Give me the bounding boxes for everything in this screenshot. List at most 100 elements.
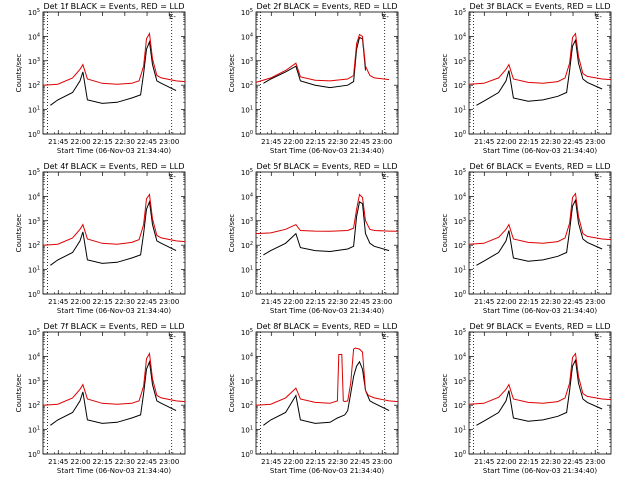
x-tick-label: 22:15 (306, 298, 326, 306)
y-tick-label: 101 (241, 426, 253, 435)
y-tick-label: 101 (241, 266, 253, 275)
series-lld (42, 193, 186, 246)
x-tick-label: 22:15 (519, 298, 539, 306)
plot-frame (255, 171, 399, 295)
x-tick-label: 22:30 (541, 458, 561, 466)
x-tick-label: 22:30 (115, 458, 135, 466)
corner-mark: E- (595, 173, 602, 181)
x-tick-label: 22:30 (541, 138, 561, 146)
y-axis-label: Counts/sec (228, 214, 236, 253)
y-tick-label: 100 (28, 450, 40, 459)
x-tick-label: 21:45 (261, 458, 281, 466)
y-tick-label: 105 (28, 328, 40, 337)
x-axis-label: Start Time (06-Nov-03 21:34:40) (270, 307, 384, 315)
corner-mark: E- (169, 13, 176, 21)
x-axis-label: Start Time (06-Nov-03 21:34:40) (270, 467, 384, 475)
panel-2: Det 2f BLACK = Events, RED = LLD E- 100 101… (228, 2, 399, 155)
y-tick-label: 102 (28, 401, 40, 410)
x-tick-label: 22:30 (328, 138, 348, 146)
y-axis-label: Counts/sec (15, 214, 23, 253)
corner-mark: E- (382, 333, 389, 341)
y-axis-label: Counts/sec (15, 54, 23, 93)
series-lld (42, 352, 186, 406)
y-axis-label: Counts/sec (228, 54, 236, 93)
x-axis-label: Start Time (06-Nov-03 21:34:40) (57, 307, 171, 315)
x-axis-label: Start Time (06-Nov-03 21:34:40) (57, 467, 171, 475)
x-tick-label: 22:00 (70, 298, 90, 306)
x-tick-label: 22:30 (115, 298, 135, 306)
y-tick-label: 105 (454, 328, 466, 337)
series-lld (42, 32, 186, 86)
x-tick-label: 22:45 (563, 458, 583, 466)
y-tick-label: 105 (28, 8, 40, 17)
y-tick-label: 103 (241, 377, 253, 386)
plot-frame (468, 331, 612, 455)
x-tick-label: 21:45 (48, 458, 68, 466)
x-tick-label: 22:15 (519, 138, 539, 146)
y-axis-label: Counts/sec (441, 214, 449, 253)
x-tick-label: 22:45 (563, 298, 583, 306)
y-tick-label: 104 (241, 352, 253, 361)
x-tick-label: 22:30 (328, 458, 348, 466)
panel-3: Det 3f BLACK = Events, RED = LLD E- 100 101… (441, 2, 612, 155)
x-tick-label: 22:15 (93, 458, 113, 466)
x-tick-label: 22:45 (350, 458, 370, 466)
y-tick-label: 104 (241, 32, 253, 41)
corner-mark: E- (382, 13, 389, 21)
x-tick-label: 21:45 (261, 138, 281, 146)
y-tick-label: 104 (28, 192, 40, 201)
x-tick-label: 22:15 (519, 458, 539, 466)
series-events (263, 200, 390, 256)
plot-frame (42, 331, 186, 455)
x-tick-label: 22:45 (563, 138, 583, 146)
y-axis-label: Counts/sec (441, 54, 449, 93)
y-tick-label: 104 (454, 192, 466, 201)
y-tick-label: 102 (28, 81, 40, 90)
corner-mark: E- (595, 333, 602, 341)
x-tick-label: 22:00 (283, 458, 303, 466)
y-tick-label: 103 (28, 377, 40, 386)
y-tick-label: 100 (28, 290, 40, 299)
x-tick-label: 22:15 (306, 138, 326, 146)
y-tick-label: 102 (454, 81, 466, 90)
x-tick-label: 22:00 (283, 138, 303, 146)
panel-7: Det 7f BLACK = Events, RED = LLD E- 100 101… (15, 322, 186, 475)
y-tick-label: 104 (454, 32, 466, 41)
x-tick-label: 22:00 (496, 298, 516, 306)
x-tick-label: 23:00 (159, 138, 179, 146)
x-tick-label: 22:00 (496, 458, 516, 466)
x-tick-label: 22:00 (70, 138, 90, 146)
x-tick-label: 23:00 (159, 298, 179, 306)
panel-title: Det 4f BLACK = Events, RED = LLD (43, 162, 184, 171)
x-tick-label: 22:30 (115, 138, 135, 146)
y-tick-label: 103 (454, 217, 466, 226)
x-tick-label: 22:45 (350, 138, 370, 146)
y-tick-label: 102 (241, 81, 253, 90)
panel-4: Det 4f BLACK = Events, RED = LLD E- 100 101… (15, 162, 186, 315)
x-tick-label: 23:00 (372, 458, 392, 466)
x-tick-label: 22:00 (496, 138, 516, 146)
series-events (476, 38, 603, 106)
y-tick-label: 103 (454, 377, 466, 386)
x-tick-label: 21:45 (261, 298, 281, 306)
panel-5: Det 5f BLACK = Events, RED = LLD E- 100 101… (228, 162, 399, 315)
x-tick-label: 22:15 (306, 458, 326, 466)
corner-mark: E- (382, 173, 389, 181)
x-tick-label: 22:00 (283, 298, 303, 306)
x-axis-label: Start Time (06-Nov-03 21:34:40) (483, 147, 597, 155)
y-tick-label: 104 (454, 352, 466, 361)
series-events (476, 198, 603, 266)
x-axis-label: Start Time (06-Nov-03 21:34:40) (483, 467, 597, 475)
y-tick-label: 105 (454, 8, 466, 17)
series-lld (255, 347, 399, 406)
y-tick-label: 101 (454, 106, 466, 115)
x-tick-label: 22:45 (350, 298, 370, 306)
series-lld (255, 193, 399, 235)
plot-frame (42, 171, 186, 295)
y-tick-label: 101 (28, 106, 40, 115)
x-tick-label: 23:00 (585, 138, 605, 146)
series-events (263, 36, 366, 89)
panel-1: Det 1f BLACK = Events, RED = LLD E- 100 101… (15, 2, 186, 155)
series-events (50, 359, 177, 426)
x-tick-label: 23:00 (372, 298, 392, 306)
